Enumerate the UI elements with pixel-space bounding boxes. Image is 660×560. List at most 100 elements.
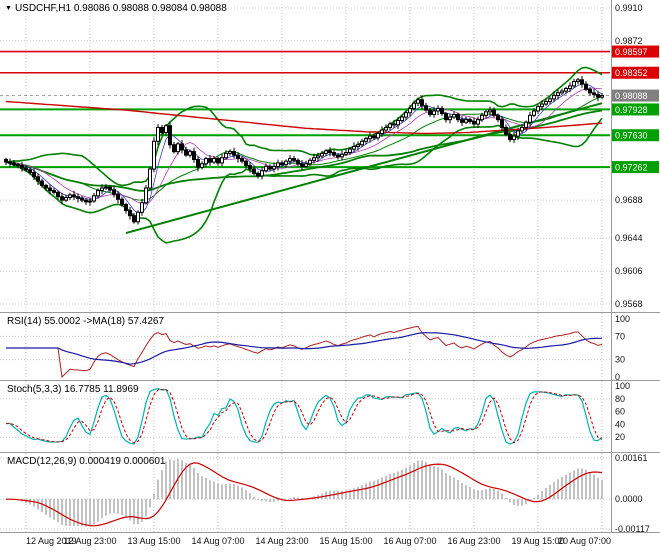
candle-body [260, 170, 264, 177]
candle-body [556, 92, 560, 96]
candle-body [356, 144, 360, 147]
price-label-box [612, 66, 659, 79]
candle-body [456, 113, 460, 121]
candle-body [24, 167, 28, 171]
price-tick-label: 0.9606 [615, 266, 643, 276]
candle-body [560, 90, 564, 94]
candle-body [96, 190, 100, 197]
candle-body [440, 107, 444, 115]
macd-panel-label: MACD(12,26,9) 0.000419 0.000601 [7, 456, 166, 467]
stoch-tick-label: 100 [615, 381, 630, 391]
ma-green-line [5, 109, 603, 192]
candle-body [452, 113, 456, 118]
candle-body [552, 94, 556, 100]
stoch-d-line [5, 388, 603, 444]
candle-body [196, 158, 200, 168]
candle-body [28, 169, 32, 173]
price-tick-label: 0.9688 [615, 195, 643, 205]
candle-body [144, 187, 148, 204]
candle-body [212, 158, 216, 163]
rsi-panel-label: RSI(14) 55.0002 ->MA(18) 57.4267 [7, 316, 165, 327]
candle-body [508, 133, 512, 141]
candle-body [116, 193, 120, 200]
candle-body [352, 145, 356, 150]
chart-title: ▼ USDCHF,H1 0.98086 0.98088 0.98084 0.980… [5, 3, 227, 14]
candle-body [128, 210, 132, 217]
candle-body [108, 186, 112, 191]
candle-body [540, 103, 544, 108]
price-label-box [612, 161, 659, 174]
candle-body [56, 191, 60, 198]
rsi-tick-label: 0 [615, 372, 620, 382]
time-axis-label: 12 Aug 23:00 [63, 536, 116, 546]
time-axis-label: 14 Aug 23:00 [255, 536, 308, 546]
candle-body [564, 87, 568, 92]
candle-body [228, 151, 232, 154]
candle-body [372, 135, 376, 139]
candle-body [80, 197, 84, 201]
candle-body [240, 158, 244, 162]
candle-body [292, 158, 296, 161]
candle-body [364, 138, 368, 142]
candle-body [156, 126, 160, 142]
candle-body [336, 154, 340, 158]
candle-body [268, 165, 272, 170]
macd-signal-line [5, 462, 603, 527]
candle-body [324, 150, 328, 154]
stoch-panel-label: Stoch(5,3,3) 16.7785 11.8969 [7, 384, 139, 395]
candle-body [36, 176, 40, 182]
candle-body [12, 162, 16, 166]
candle-body [528, 114, 532, 123]
price-label-box [612, 89, 659, 102]
candle-body [8, 161, 12, 164]
title-arrow-icon: ▼ [5, 5, 12, 12]
candle-body [568, 85, 572, 89]
time-axis-label: 16 Aug 23:00 [447, 536, 500, 546]
candle-body [328, 150, 332, 154]
candle-body [256, 172, 260, 177]
candle-body [40, 180, 44, 186]
time-axis-label: 12 Aug 2019 [26, 536, 77, 546]
time-axis-label: 19 Aug 15:00 [511, 536, 564, 546]
candle-body [184, 149, 188, 156]
candle-body [344, 152, 348, 155]
candle-body [548, 98, 552, 102]
candle-body [136, 211, 140, 223]
bollinger-upper-line [5, 66, 603, 187]
candle-body [208, 158, 212, 163]
candle-body [232, 151, 236, 156]
candle-body [496, 114, 500, 121]
candle-body [412, 102, 416, 109]
candle-body [404, 112, 408, 118]
candle-body [512, 135, 516, 141]
time-axis-label: 13 Aug 15:00 [127, 536, 180, 546]
candle-body [288, 158, 292, 162]
candle-body [112, 189, 116, 195]
candle-body [188, 151, 192, 156]
price-label-text: 0.97262 [615, 163, 648, 173]
candle-body [92, 195, 96, 202]
candle-body [500, 119, 504, 128]
candle-body [180, 143, 184, 151]
price-tick-label: 0.9568 [615, 299, 643, 309]
candle-body [576, 79, 580, 83]
candle-body [48, 187, 52, 192]
macd-tick-label: 0.0000 [615, 494, 643, 504]
candle-body [360, 140, 364, 146]
candle-body [376, 132, 380, 139]
candle-body [368, 135, 372, 140]
price-tick-label: 0.9644 [615, 233, 643, 243]
ma-fast-magenta-line [5, 87, 603, 205]
candle-body [516, 130, 520, 137]
candle-body [348, 148, 352, 154]
candle-body [236, 154, 240, 160]
candle-body [100, 187, 104, 192]
candle-body [104, 186, 108, 189]
price-tick-label: 0.9872 [615, 36, 643, 46]
candle-body [300, 163, 304, 167]
candle-body [532, 110, 536, 116]
candle-body [580, 79, 584, 85]
candle-body [216, 158, 220, 164]
candle-body [68, 194, 72, 199]
